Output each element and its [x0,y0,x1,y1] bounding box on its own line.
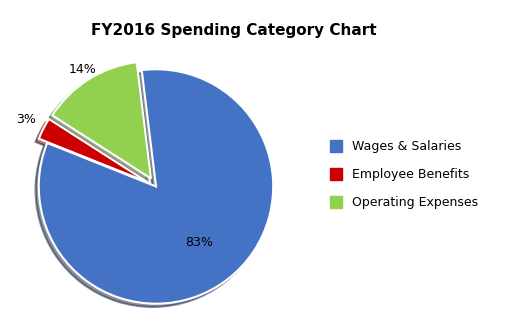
Text: 83%: 83% [185,236,213,249]
Wedge shape [52,62,151,178]
Text: FY2016 Spending Category Chart: FY2016 Spending Category Chart [91,23,377,38]
Text: 14%: 14% [69,63,96,76]
Legend: Wages & Salaries, Employee Benefits, Operating Expenses: Wages & Salaries, Employee Benefits, Ope… [330,140,478,209]
Wedge shape [39,69,273,304]
Text: 3%: 3% [16,113,36,126]
Wedge shape [39,119,148,182]
